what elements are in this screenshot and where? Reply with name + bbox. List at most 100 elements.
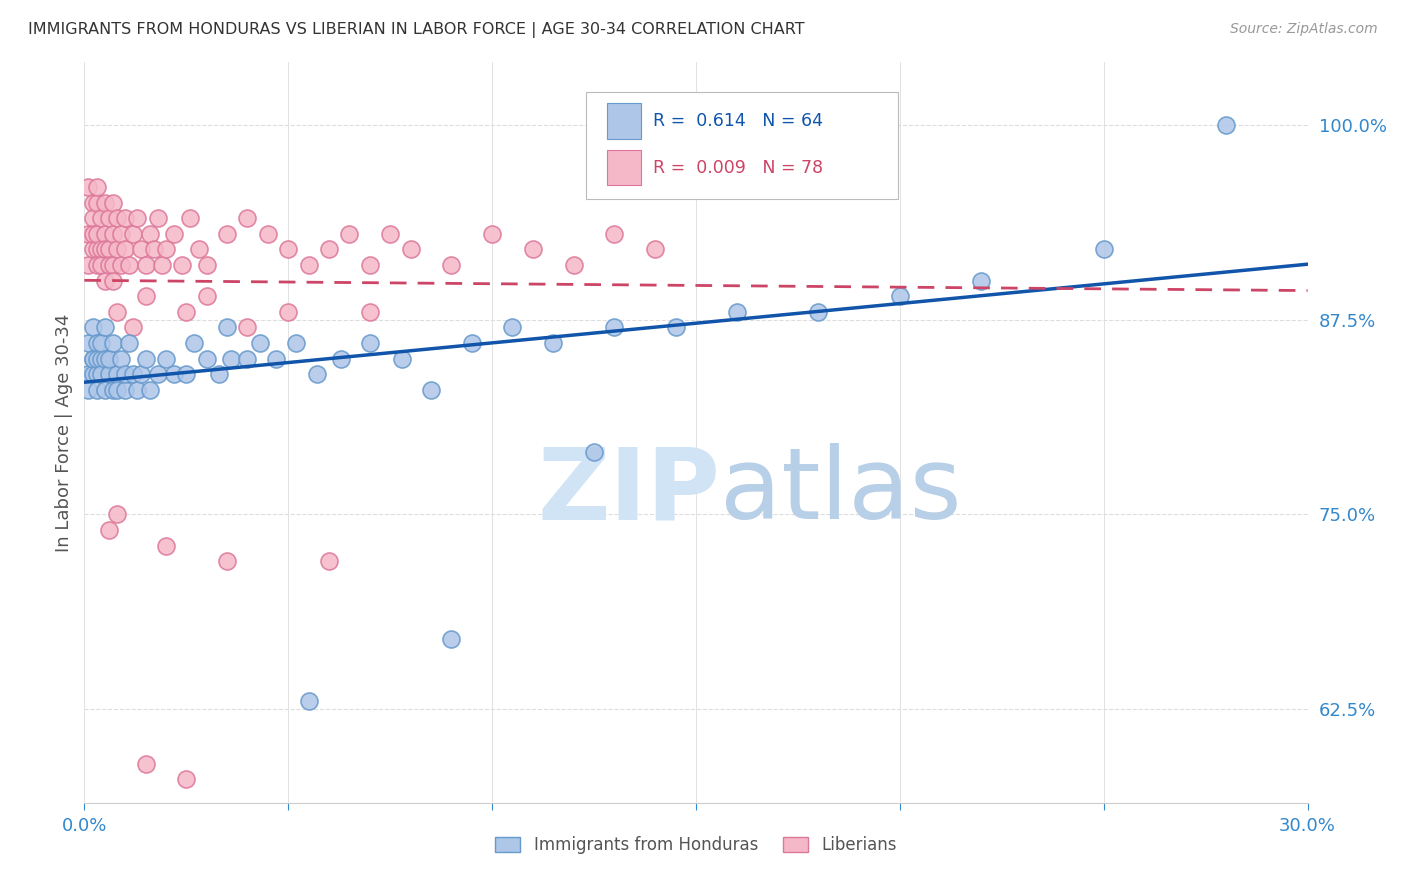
Point: [77, 180, 100, 194]
Point: [122, 367, 145, 381]
Point: [146, 367, 169, 381]
Point: [179, 211, 201, 226]
Point: [163, 367, 186, 381]
Point: [135, 351, 157, 366]
Point: [131, 367, 153, 381]
Text: Source: ZipAtlas.com: Source: ZipAtlas.com: [1230, 22, 1378, 37]
Point: [101, 195, 124, 210]
Point: [93, 383, 115, 397]
Point: [105, 383, 128, 397]
Point: [970, 274, 993, 288]
Point: [264, 351, 287, 366]
FancyBboxPatch shape: [586, 92, 898, 200]
Point: [208, 367, 231, 381]
Point: [583, 445, 606, 459]
Point: [97, 258, 120, 272]
Point: [249, 336, 271, 351]
Point: [174, 305, 197, 319]
Point: [82, 367, 104, 381]
Point: [391, 351, 413, 366]
Point: [97, 523, 120, 537]
Point: [82, 351, 104, 366]
Point: [420, 383, 443, 397]
Point: [359, 305, 381, 319]
Point: [305, 367, 328, 381]
Point: [236, 320, 259, 334]
Point: [318, 554, 340, 568]
Bar: [606, 103, 641, 138]
Point: [86, 227, 108, 241]
Point: [562, 258, 585, 272]
Point: [399, 243, 422, 257]
Point: [236, 351, 259, 366]
Point: [118, 336, 141, 351]
Point: [122, 227, 145, 241]
Point: [131, 243, 153, 257]
Point: [603, 227, 626, 241]
Point: [110, 227, 132, 241]
Point: [217, 554, 239, 568]
Point: [77, 227, 100, 241]
Text: IMMIGRANTS FROM HONDURAS VS LIBERIAN IN LABOR FORCE | AGE 30-34 CORRELATION CHAR: IMMIGRANTS FROM HONDURAS VS LIBERIAN IN …: [28, 22, 804, 38]
Point: [174, 772, 197, 787]
Point: [127, 211, 149, 226]
Point: [138, 383, 160, 397]
Y-axis label: In Labor Force | Age 30-34: In Labor Force | Age 30-34: [55, 313, 73, 552]
Point: [543, 336, 565, 351]
Point: [90, 336, 112, 351]
Point: [93, 243, 115, 257]
Point: [174, 367, 197, 381]
Legend: Immigrants from Honduras, Liberians: Immigrants from Honduras, Liberians: [488, 830, 904, 861]
Bar: [606, 150, 641, 186]
Point: [97, 367, 120, 381]
Point: [93, 351, 115, 366]
Point: [807, 305, 830, 319]
Point: [101, 274, 124, 288]
Point: [219, 351, 242, 366]
Point: [114, 367, 136, 381]
Point: [93, 274, 115, 288]
Point: [90, 367, 112, 381]
Point: [97, 243, 120, 257]
Point: [82, 320, 104, 334]
Point: [195, 258, 218, 272]
Point: [183, 336, 205, 351]
Point: [135, 756, 157, 771]
Point: [522, 243, 544, 257]
Point: [285, 336, 308, 351]
Point: [86, 243, 108, 257]
Point: [93, 195, 115, 210]
Point: [90, 351, 112, 366]
Point: [77, 383, 100, 397]
Point: [380, 227, 402, 241]
Point: [82, 351, 104, 366]
Point: [481, 227, 503, 241]
Point: [77, 336, 100, 351]
Point: [440, 632, 463, 647]
Point: [101, 336, 124, 351]
Point: [502, 320, 524, 334]
Text: R =  0.009   N = 78: R = 0.009 N = 78: [654, 159, 824, 177]
Point: [461, 336, 484, 351]
Point: [217, 227, 239, 241]
Point: [277, 305, 299, 319]
Point: [105, 305, 128, 319]
Point: [105, 508, 128, 522]
Point: [440, 258, 463, 272]
Point: [318, 243, 340, 257]
Point: [155, 539, 177, 553]
Point: [77, 367, 100, 381]
Point: [101, 258, 124, 272]
Point: [155, 243, 177, 257]
Point: [195, 351, 218, 366]
Point: [110, 258, 132, 272]
Point: [114, 211, 136, 226]
Point: [90, 211, 112, 226]
Point: [127, 383, 149, 397]
Point: [90, 243, 112, 257]
Point: [163, 227, 186, 241]
Point: [86, 336, 108, 351]
Point: [105, 367, 128, 381]
Point: [82, 211, 104, 226]
Point: [86, 351, 108, 366]
